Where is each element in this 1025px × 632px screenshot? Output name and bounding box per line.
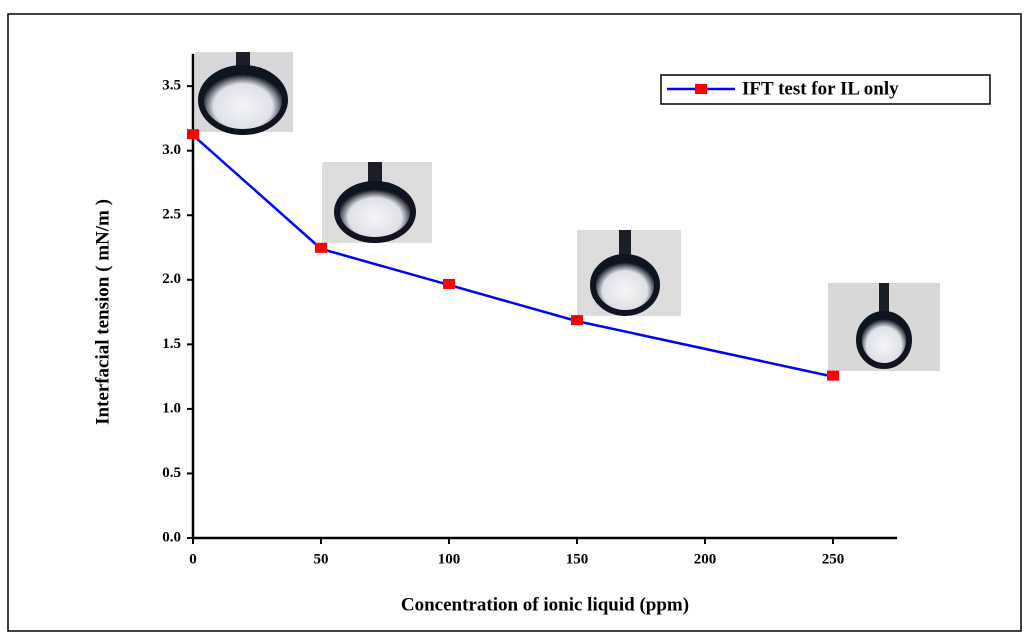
y-tick-label: 0.0 (162, 529, 181, 545)
droplet-images (195, 52, 940, 371)
x-tick-label: 0 (189, 551, 197, 567)
x-tick-label: 150 (566, 551, 589, 567)
legend-marker (695, 84, 707, 94)
x-tick-label: 50 (314, 551, 329, 567)
y-tick-label: 2.0 (162, 271, 181, 287)
legend-label: IFT test for IL only (742, 78, 899, 99)
y-tick-label: 1.5 (162, 336, 181, 352)
y-tick-label: 0.5 (162, 465, 181, 481)
legend: IFT test for IL only (660, 74, 991, 105)
data-point (187, 129, 199, 140)
y-tick-label: 3.5 (162, 78, 181, 94)
data-point (827, 370, 839, 381)
y-tick-label: 2.5 (162, 207, 181, 223)
y-axis-title: Interfacial tension ( mN/m ) (92, 199, 113, 425)
x-tick-label: 250 (822, 551, 845, 567)
droplet-image (322, 162, 432, 243)
data-point (571, 315, 583, 326)
droplet-image (577, 230, 681, 316)
droplet-image (195, 52, 293, 135)
droplet-image (828, 283, 940, 371)
data-point (443, 278, 455, 289)
y-tick-label: 1.0 (162, 400, 181, 416)
data-point (315, 242, 327, 253)
y-tick-label: 3.0 (162, 142, 181, 158)
x-axis-title: Concentration of ionic liquid (ppm) (401, 594, 689, 615)
x-tick-label: 100 (438, 551, 461, 567)
x-tick-label: 200 (694, 551, 717, 567)
